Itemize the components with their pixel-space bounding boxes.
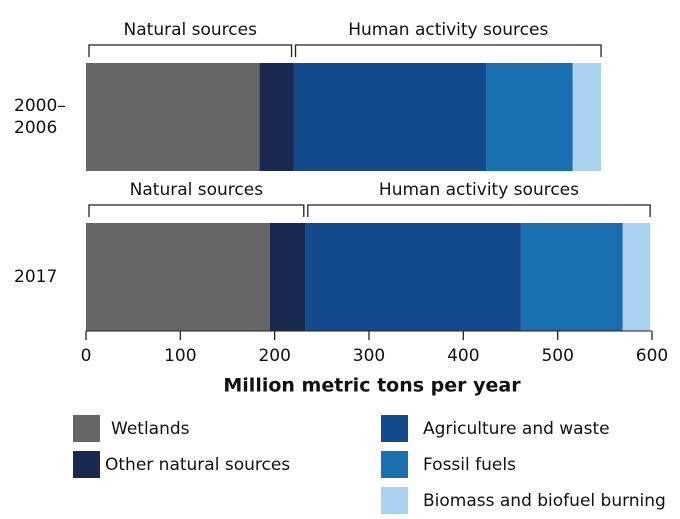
legend-swatch [381, 451, 408, 478]
x-tick-label: 200 [258, 346, 290, 366]
legend-swatch [73, 451, 100, 478]
bracket [88, 204, 305, 217]
legend-label: Agriculture and waste [423, 419, 610, 439]
legend-swatch [381, 487, 408, 514]
x-tick-label: 600 [636, 346, 668, 366]
bar-segment [622, 223, 651, 331]
y-tick-label: 2017 [14, 267, 58, 287]
x-axis-label: Million metric tons per year [223, 375, 521, 397]
bar-segment [293, 63, 486, 171]
legend-swatch [73, 415, 100, 442]
x-tick-label: 400 [447, 346, 479, 366]
bracket [88, 44, 293, 57]
legend-label: Other natural sources [105, 455, 290, 475]
annotation: Human activity sources [348, 20, 548, 40]
bar-segment [485, 63, 573, 171]
bracket [294, 44, 602, 57]
annotation: Human activity sources [379, 180, 579, 200]
x-tick-label: 500 [541, 346, 573, 366]
bar-segment [572, 63, 602, 171]
legend-label: Wetlands [111, 419, 190, 439]
annotation: Natural sources [124, 20, 258, 40]
bar-segment [86, 63, 260, 171]
annotation: Natural sources [130, 180, 264, 200]
legend-label: Biomass and biofuel burning [423, 491, 666, 511]
x-tick-label: 0 [81, 346, 92, 366]
bar-segment [269, 223, 306, 331]
x-tick-label: 300 [353, 346, 385, 366]
bar-segment [520, 223, 623, 331]
x-tick-label: 100 [164, 346, 196, 366]
bar-segment [86, 223, 270, 331]
legend-swatch [381, 415, 408, 442]
legend-label: Fossil fuels [423, 455, 516, 475]
y-tick-label: 2000–2006 [14, 96, 66, 138]
bracket [307, 204, 651, 217]
bar-segment [305, 223, 521, 331]
bar-segment [259, 63, 294, 171]
